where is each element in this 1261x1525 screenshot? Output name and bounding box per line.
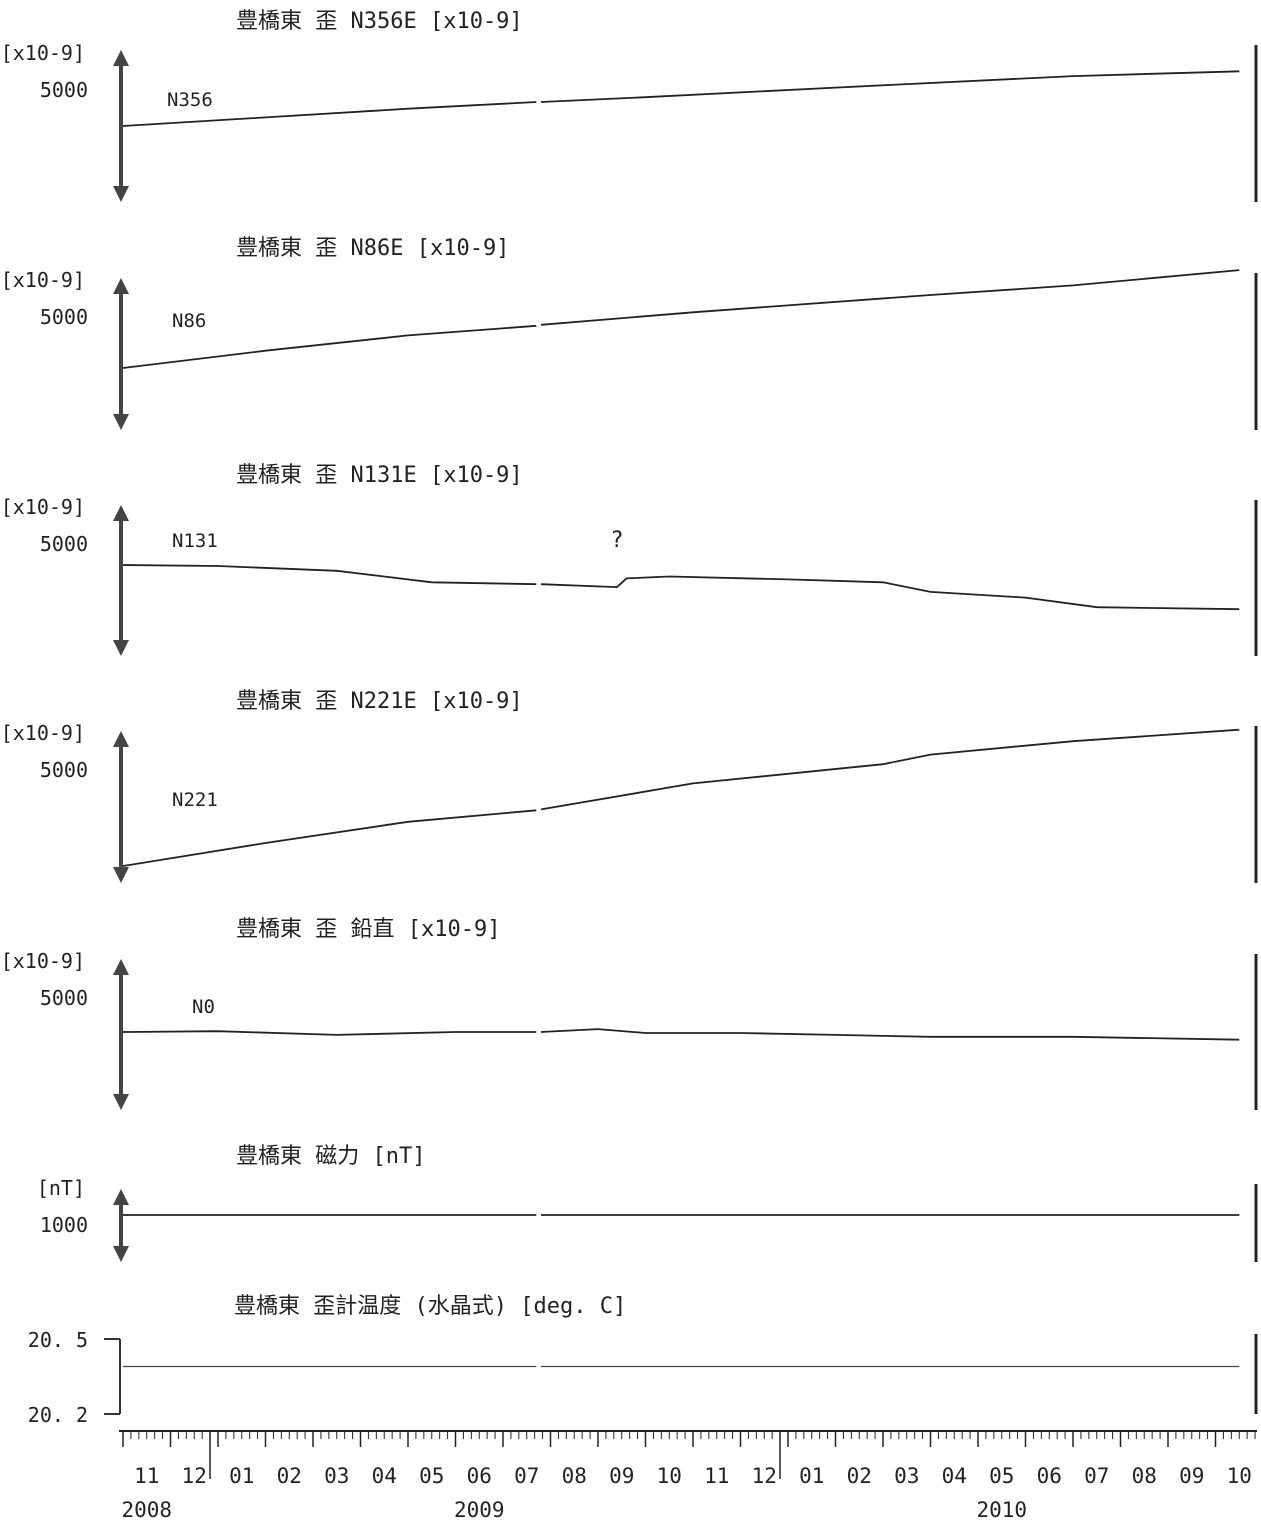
series-label: N221 [172,789,218,811]
month-label: 01 [799,1464,824,1488]
series-label: N131 [172,530,218,552]
arrow-up-icon [113,731,129,747]
month-label: 09 [1179,1464,1204,1488]
chart-title: 豊橋東 歪 N131E [x10-9] [236,463,523,488]
arrow-down-icon [113,867,129,883]
arrow-up-icon [113,959,129,975]
month-label: 04 [372,1464,397,1488]
series-line [122,1030,537,1036]
axis-unit-label: [x10-9] [1,41,85,65]
month-label: 11 [134,1464,159,1488]
series-line [540,575,1240,611]
arrow-up-icon [113,278,129,294]
month-label: 12 [752,1464,777,1488]
chart-panel: 豊橋東 歪 鉛直 [x10-9] [x10-9] 5000 N0 [1,917,1258,1110]
month-label: 06 [1037,1464,1062,1488]
scale-value-label: 1000 [40,1213,88,1237]
month-label: 08 [562,1464,587,1488]
chart-title: 豊橋東 歪 N356E [x10-9] [236,9,523,34]
month-label: 10 [657,1464,682,1488]
annotation-mark: ? [610,528,623,553]
month-label: 04 [942,1464,967,1488]
chart-panel: 豊橋東 歪 N86E [x10-9] [x10-9] 5000 N86 [1,236,1258,430]
month-label: 01 [229,1464,254,1488]
month-label: 05 [989,1464,1014,1488]
chart-title: 豊橋東 磁力 [nT] [236,1144,425,1169]
scale-value-label: 5000 [40,758,88,782]
year-label: 2009 [454,1498,505,1522]
scale-value-label: 5000 [40,78,88,102]
axis-unit-label: [x10-9] [1,721,85,745]
arrow-up-icon [113,1189,129,1205]
scale-value-label: 5000 [40,986,88,1010]
month-label: 07 [1084,1464,1109,1488]
series-label: N86 [172,310,206,332]
axis-unit-label: [x10-9] [1,268,85,292]
arrow-up-icon [113,50,129,66]
month-label: 06 [467,1464,492,1488]
y-tick-label: 20. 2 [28,1403,88,1427]
axis-unit-label: [nT] [37,1176,85,1200]
chart-panel: 豊橋東 歪 N356E [x10-9] [x10-9] 5000 N356 [1,9,1258,202]
chart-title: 豊橋東 歪 N221E [x10-9] [236,689,523,714]
month-label: 02 [277,1464,302,1488]
month-label: 10 [1227,1464,1252,1488]
time-axis: 11 12 01 02 03 04 05 06 07 08 09 10 11 12 01 02 03 04 05 06… [119,1430,1257,1522]
chart-title: 豊橋東 歪 N86E [x10-9] [236,236,509,261]
axis-unit-label: [x10-9] [1,949,85,973]
month-label: 05 [419,1464,444,1488]
month-label: 09 [609,1464,634,1488]
chart-panel: 豊橋東 歪 N221E [x10-9] [x10-9] 5000 N221 [1,689,1258,883]
month-label: 02 [847,1464,872,1488]
series-line [540,728,1240,811]
chart-panel: 豊橋東 磁力 [nT] [nT] 1000 [37,1144,1258,1262]
year-label: 2010 [976,1498,1027,1522]
chart-panel: 豊橋東 歪 N131E [x10-9] [x10-9] 5000 N131? [1,463,1258,656]
chart-title: 豊橋東 歪計温度 (水晶式) [deg. C] [234,1294,626,1319]
series-line [122,101,537,127]
arrow-down-icon [113,1246,129,1262]
series-line [122,564,537,586]
axis-unit-label: [x10-9] [1,495,85,519]
y-tick-label: 20. 5 [28,1328,88,1352]
scale-value-label: 5000 [40,532,88,556]
month-label: 03 [894,1464,919,1488]
series-line [540,1028,1240,1041]
arrow-up-icon [113,505,129,521]
arrow-down-icon [113,414,129,430]
arrow-down-icon [113,640,129,656]
arrow-down-icon [113,186,129,202]
series-line [122,324,537,369]
series-label: N0 [192,996,215,1018]
month-label: 08 [1132,1464,1157,1488]
month-label: 12 [182,1464,207,1488]
arrow-down-icon [113,1094,129,1110]
series-line [540,70,1240,103]
month-label: 11 [704,1464,729,1488]
chart-panel: 豊橋東 歪計温度 (水晶式) [deg. C] 20. 5 20. 2 [28,1294,1258,1427]
series-line [122,809,537,867]
series-label: N356 [167,89,213,111]
chart-title: 豊橋東 歪 鉛直 [x10-9] [236,917,500,942]
scale-value-label: 5000 [40,305,88,329]
series-line [540,269,1240,326]
month-label: 03 [324,1464,349,1488]
month-label: 07 [514,1464,539,1488]
year-label: 2008 [121,1498,172,1522]
